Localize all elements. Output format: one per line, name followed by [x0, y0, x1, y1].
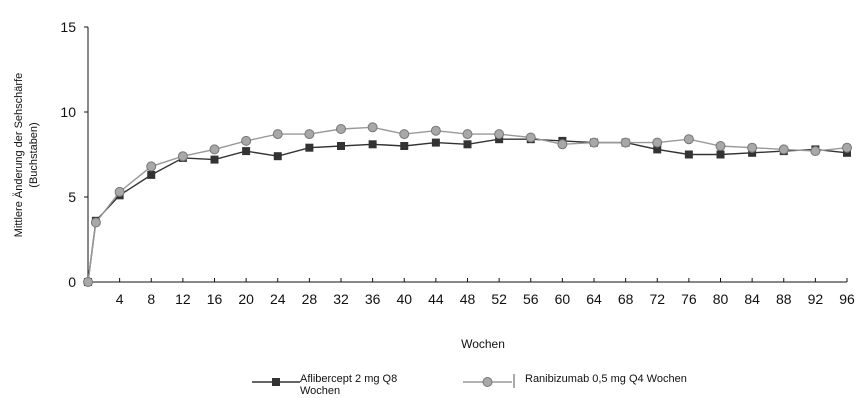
- x-tick-label: 76: [681, 291, 697, 307]
- y-tick-label: 5: [68, 189, 76, 205]
- data-point: [146, 161, 157, 172]
- x-axis-title: Wochen: [461, 337, 505, 351]
- data-point: [747, 142, 758, 153]
- legend-marker: [272, 378, 280, 386]
- data-point: [241, 135, 252, 146]
- data-point: [843, 148, 851, 157]
- data-point: [683, 134, 694, 145]
- data-point: [748, 148, 757, 157]
- data-point: [684, 150, 693, 159]
- data-point: [842, 142, 852, 153]
- data-point: [653, 145, 662, 154]
- series-aflibercept: [84, 135, 851, 286]
- legend-label: Ranibizumab 0,5 mg Q4 Wochen: [525, 373, 687, 385]
- x-tick-label: 68: [618, 291, 634, 307]
- data-point: [525, 132, 536, 143]
- data-point: [177, 151, 188, 162]
- data-point: [210, 155, 219, 164]
- y-tick-label: 0: [68, 274, 76, 290]
- data-point: [147, 170, 156, 179]
- data-point: [557, 139, 568, 150]
- y-axis-title-line2: (Buchstaben): [28, 122, 40, 187]
- x-tick-label: 72: [649, 291, 665, 307]
- data-point: [304, 129, 315, 140]
- x-tick-label: 12: [175, 291, 191, 307]
- x-tick-label: 84: [744, 291, 760, 307]
- data-point: [715, 141, 726, 151]
- x-tick-label: 60: [555, 291, 571, 307]
- series-line: [87, 126, 848, 283]
- x-tick-label: 24: [270, 291, 286, 307]
- data-point: [399, 129, 410, 140]
- x-tick-label: 56: [523, 291, 539, 307]
- x-tick-label: 28: [302, 291, 318, 307]
- data-point: [400, 142, 409, 150]
- x-tick-label: 64: [586, 291, 602, 307]
- data-point: [336, 124, 346, 134]
- legend-marker: [482, 377, 493, 387]
- series-ranibizumab: [83, 122, 852, 287]
- x-tick-label: 88: [776, 291, 792, 307]
- x-tick-label: 48: [460, 291, 476, 307]
- series-line: [87, 138, 848, 283]
- x-tick-label: 40: [396, 291, 412, 307]
- data-point: [90, 217, 101, 228]
- x-tick-label: 96: [839, 291, 855, 307]
- data-point: [778, 144, 789, 155]
- data-point: [272, 129, 283, 140]
- data-point: [367, 122, 378, 133]
- data-point: [430, 125, 441, 136]
- data-point: [810, 146, 821, 157]
- data-point: [83, 277, 93, 287]
- legend-label-line2: Wochen: [300, 385, 340, 397]
- data-point: [431, 138, 440, 147]
- plot-area: [83, 122, 852, 287]
- x-tick-label: 4: [116, 291, 124, 307]
- data-point: [463, 140, 472, 149]
- x-tick-label: 36: [365, 291, 381, 307]
- data-point: [652, 137, 663, 148]
- data-point: [114, 186, 125, 197]
- data-point: [273, 152, 282, 161]
- legend-item: Ranibizumab 0,5 mg Q4 Wochen: [463, 373, 687, 388]
- x-tick-label: 20: [238, 291, 254, 307]
- data-point: [495, 135, 504, 144]
- data-point: [209, 144, 220, 155]
- y-tick-label: 15: [60, 19, 76, 35]
- x-tick-label: 52: [491, 291, 507, 307]
- data-point: [305, 143, 314, 152]
- data-point: [716, 150, 725, 159]
- data-point: [368, 140, 377, 149]
- x-tick-label: 16: [207, 291, 223, 307]
- data-point: [462, 129, 473, 140]
- x-tick-label: 80: [713, 291, 729, 307]
- y-axis-title-line1: Mittlere Änderung der Sehschärfe: [13, 73, 25, 237]
- legend-label: Aflibercept 2 mg Q8: [300, 373, 397, 385]
- data-point: [242, 147, 251, 156]
- data-point: [337, 142, 345, 150]
- y-axis-title: Mittlere Änderung der Sehschärfe (Buchst…: [13, 73, 40, 237]
- x-tick-label: 8: [147, 291, 155, 307]
- data-point: [589, 137, 599, 148]
- x-tick-label: 44: [428, 291, 444, 307]
- data-point: [620, 137, 631, 148]
- data-point: [494, 129, 505, 140]
- x-tick-label: 32: [333, 291, 349, 307]
- y-tick-label: 10: [60, 104, 76, 120]
- x-tick-label: 92: [808, 291, 824, 307]
